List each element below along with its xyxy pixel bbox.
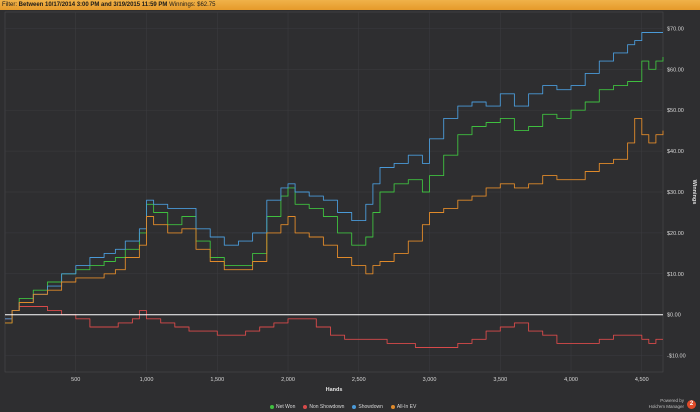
- x-tick-label-0: 500: [71, 377, 80, 383]
- x-axis-title: Hands: [326, 387, 343, 393]
- chart-svg: -$10.00 $0.00 $10.00 $20.00 $30.00 $40.00 $50.…: [4, 11, 697, 393]
- x-tick-label-1: 1,000: [140, 377, 154, 383]
- chart-legend: Net Won Non Showdown Showdown All-In EV: [270, 403, 416, 411]
- filter-label: Filter:: [2, 2, 17, 8]
- x-tick-label-7: 4,000: [564, 377, 578, 383]
- filter-range[interactable]: Between 10/17/2014 3:00 PM and 3/19/2015…: [18, 2, 168, 8]
- x-tick-label-6: 3,500: [493, 377, 507, 383]
- x-tick-label-4: 2,500: [352, 377, 366, 383]
- y-tick-label-6: $50.00: [667, 108, 684, 114]
- hm2-logo-icon: 2: [687, 399, 696, 409]
- y-tick-label-1: $0.00: [667, 313, 681, 319]
- series-line-all-in-ev: [5, 117, 664, 324]
- y-tick-label-8: $70.00: [667, 26, 684, 32]
- legend-item-all-in-ev[interactable]: All-In EV: [390, 404, 417, 410]
- y-tick-label-3: $20.00: [667, 231, 684, 237]
- winnings-summary: Winnings: $62.75: [169, 2, 216, 8]
- x-tick-label-8: 4,500: [635, 377, 649, 383]
- legend-swatch-showdown: [352, 405, 357, 409]
- brand-powered-by: Powered by: [660, 398, 684, 403]
- legend-item-non-showdown[interactable]: Non Showdown: [303, 404, 344, 410]
- series-line-net-won: [5, 57, 664, 324]
- legend-label-showdown: Showdown: [358, 404, 383, 410]
- winnings-chart: -$10.00 $0.00 $10.00 $20.00 $30.00 $40.00 $50.…: [0, 10, 700, 412]
- y-tick-label-0: -$10.00: [667, 354, 686, 360]
- y-tick-label-5: $40.00: [667, 149, 684, 155]
- brand-text: Powered by Hold'em Manager: [649, 398, 684, 410]
- legend-item-net-won[interactable]: Net Won: [270, 404, 295, 410]
- legend-label-all-in-ev: All-In EV: [396, 404, 417, 410]
- x-tick-label-5: 3,000: [423, 377, 437, 383]
- legend-item-showdown[interactable]: Showdown: [352, 404, 383, 410]
- y-axis-title: Winnings: [691, 180, 697, 205]
- brand-product-name: Hold'em Manager: [648, 404, 684, 409]
- legend-label-non-showdown: Non Showdown: [309, 404, 345, 410]
- y-tick-label-7: $60.00: [667, 67, 684, 73]
- y-tick-label-2: $10.00: [667, 272, 684, 278]
- x-tick-label-3: 2,000: [281, 377, 295, 383]
- filter-bar: Filter: Between 10/17/2014 3:00 PM and 3…: [0, 0, 700, 10]
- series-line-showdown: [5, 32, 663, 320]
- legend-swatch-all-in-ev: [390, 405, 395, 409]
- x-tick-label-2: 1,500: [210, 377, 224, 383]
- legend-swatch-net-won: [270, 405, 274, 409]
- legend-swatch-non-showdown: [303, 405, 308, 409]
- y-tick-label-4: $30.00: [667, 190, 684, 196]
- brand-badge: Powered by Hold'em Manager 2: [649, 398, 696, 410]
- legend-label-net-won: Net Won: [276, 404, 296, 410]
- series-line-non-showdown: [5, 306, 663, 348]
